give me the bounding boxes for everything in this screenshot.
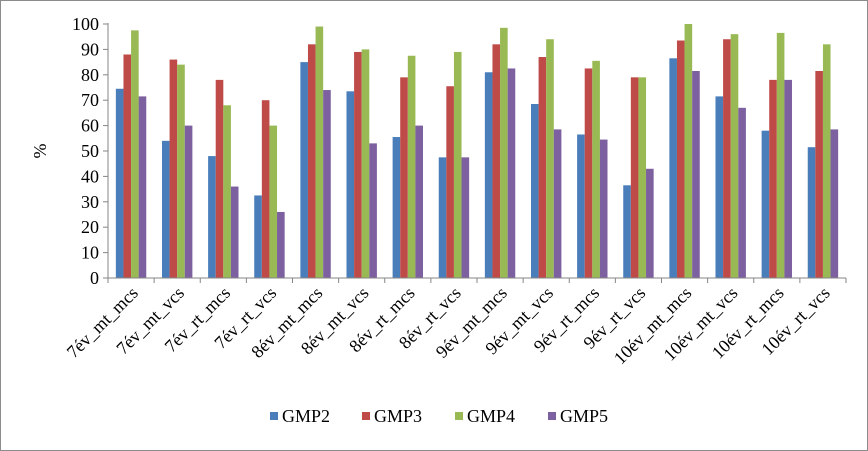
bar-gmp4-10év_rt_vcs <box>822 44 831 278</box>
bar-gmp4-7év_rt_mcs <box>223 105 231 278</box>
bar-gmp2-8év_mt_mcs <box>300 62 308 278</box>
legend-label: GMP5 <box>560 406 608 426</box>
y-tick-label: 50 <box>81 141 99 161</box>
bar-gmp3-10év_mt_vcs <box>723 39 731 278</box>
bar-gmp5-10év_rt_vcs <box>830 129 839 278</box>
bar-gmp4-7év_mt_mcs <box>131 30 139 278</box>
bar-gmp5-7év_rt_mcs <box>230 186 239 278</box>
x-axis: 7év_mt_mcs7év_mt_vcs7év_rt_mcs7év_rt_vcs… <box>63 277 847 368</box>
bar-gmp5-10év_mt_mcs <box>692 70 700 279</box>
y-tick-label: 60 <box>81 116 99 136</box>
y-tick-label: 0 <box>90 268 99 288</box>
plot-area <box>115 24 839 279</box>
bar-gmp3-7év_rt_vcs <box>261 100 270 278</box>
bar-gmp5-7év_rt_vcs <box>277 211 285 278</box>
bar-gmp2-8év_rt_vcs <box>438 157 447 278</box>
bar-gmp3-8év_rt_mcs <box>400 77 408 278</box>
bar-gmp2-9év_rt_mcs <box>577 134 585 278</box>
bar-gmp2-10év_mt_vcs <box>715 96 724 278</box>
bar-gmp5-8év_mt_vcs <box>369 143 377 278</box>
bar-gmp3-7év_mt_mcs <box>123 54 132 279</box>
bar-gmp3-10év_mt_mcs <box>676 40 685 279</box>
bar-gmp2-8év_mt_vcs <box>346 91 355 278</box>
bar-gmp3-9év_mt_mcs <box>492 44 501 278</box>
bar-gmp4-9év_rt_mcs <box>592 60 600 278</box>
y-tick-label: 100 <box>72 14 99 34</box>
bar-gmp4-9év_mt_vcs <box>546 39 554 278</box>
y-tick-label: 30 <box>81 192 99 212</box>
bar-gmp5-10év_mt_vcs <box>738 107 746 278</box>
bar-gmp4-7év_rt_vcs <box>269 125 278 278</box>
bar-gmp3-8év_mt_vcs <box>354 51 362 278</box>
bar-gmp5-7év_mt_vcs <box>184 125 193 278</box>
legend-item-gmp3: GMP3 <box>362 406 422 426</box>
bar-gmp3-10év_rt_mcs <box>769 79 777 278</box>
y-axis: 0 10 20 30 40 50 60 70 80 90 100 <box>72 14 109 288</box>
legend-item-gmp2: GMP2 <box>270 406 330 426</box>
bar-gmp4-8év_mt_vcs <box>361 49 370 279</box>
bar-gmp5-9év_mt_mcs <box>507 68 516 278</box>
y-tick-label: 40 <box>81 166 99 186</box>
bar-gmp4-8év_rt_mcs <box>407 55 416 278</box>
bar-gmp2-7év_rt_mcs <box>208 156 216 278</box>
bar-gmp2-9év_mt_vcs <box>530 104 539 278</box>
bar-gmp3-8év_rt_vcs <box>446 86 454 278</box>
bar-gmp4-10év_mt_mcs <box>684 24 693 278</box>
legend-swatch <box>548 412 556 420</box>
legend-item-gmp5: GMP5 <box>548 406 608 426</box>
bar-gmp5-9év_mt_vcs <box>553 129 562 278</box>
bar-gmp5-8év_rt_vcs <box>461 157 470 278</box>
bar-gmp4-8év_mt_mcs <box>315 26 324 278</box>
bar-gmp3-9év_mt_vcs <box>538 57 547 278</box>
bar-gmp5-8év_mt_mcs <box>323 90 331 278</box>
y-tick-label: 90 <box>81 39 99 59</box>
y-axis-label: % <box>30 144 50 159</box>
legend-label: GMP4 <box>467 406 515 426</box>
bar-gmp2-10év_rt_mcs <box>761 130 770 278</box>
bar-gmp2-8év_rt_mcs <box>392 137 401 278</box>
y-tick-label: 20 <box>81 217 99 237</box>
bar-gmp2-9év_mt_mcs <box>484 72 493 278</box>
legend-swatch <box>455 412 463 420</box>
bar-gmp4-10év_rt_mcs <box>776 32 785 278</box>
bar-gmp2-10év_rt_vcs <box>807 147 816 278</box>
bar-gmp2-9év_rt_vcs <box>623 185 631 278</box>
bar-gmp3-9év_rt_vcs <box>630 77 639 278</box>
bar-gmp4-9év_rt_vcs <box>638 77 647 278</box>
legend-label: GMP3 <box>374 406 422 426</box>
bar-gmp3-7év_mt_vcs <box>169 59 178 279</box>
bar-gmp5-9év_rt_mcs <box>599 139 608 278</box>
legend-item-gmp4: GMP4 <box>455 406 515 426</box>
bar-gmp3-8év_mt_mcs <box>307 44 316 278</box>
bar-gmp4-9év_mt_mcs <box>500 27 508 279</box>
bar-gmp2-7év_mt_mcs <box>115 88 124 279</box>
bar-gmp5-7év_mt_mcs <box>138 96 147 278</box>
y-tick-label: 80 <box>81 65 99 85</box>
bar-gmp5-8év_rt_mcs <box>415 125 424 278</box>
bar-gmp2-10év_mt_mcs <box>669 58 677 278</box>
bar-gmp4-7év_mt_vcs <box>177 64 185 278</box>
bar-gmp2-7év_mt_vcs <box>161 140 170 278</box>
legend-label: GMP2 <box>282 406 330 426</box>
legend-swatch <box>362 412 370 420</box>
y-tick-label: 10 <box>81 243 99 263</box>
legend: GMP2 GMP3 GMP4 GMP5 <box>270 406 608 426</box>
bar-gmp2-7év_rt_vcs <box>254 195 262 278</box>
bar-gmp5-10év_rt_mcs <box>784 79 793 278</box>
y-tick-label: 70 <box>81 90 99 110</box>
bar-gmp4-8év_rt_vcs <box>453 51 462 278</box>
bar-gmp3-9év_rt_mcs <box>584 68 593 278</box>
bar-gmp3-10év_rt_vcs <box>815 70 823 279</box>
bar-gmp5-9év_rt_vcs <box>646 168 654 278</box>
bar-gmp3-7év_rt_mcs <box>215 79 224 278</box>
bar-gmp4-10év_mt_vcs <box>730 34 739 278</box>
legend-swatch <box>270 412 278 420</box>
